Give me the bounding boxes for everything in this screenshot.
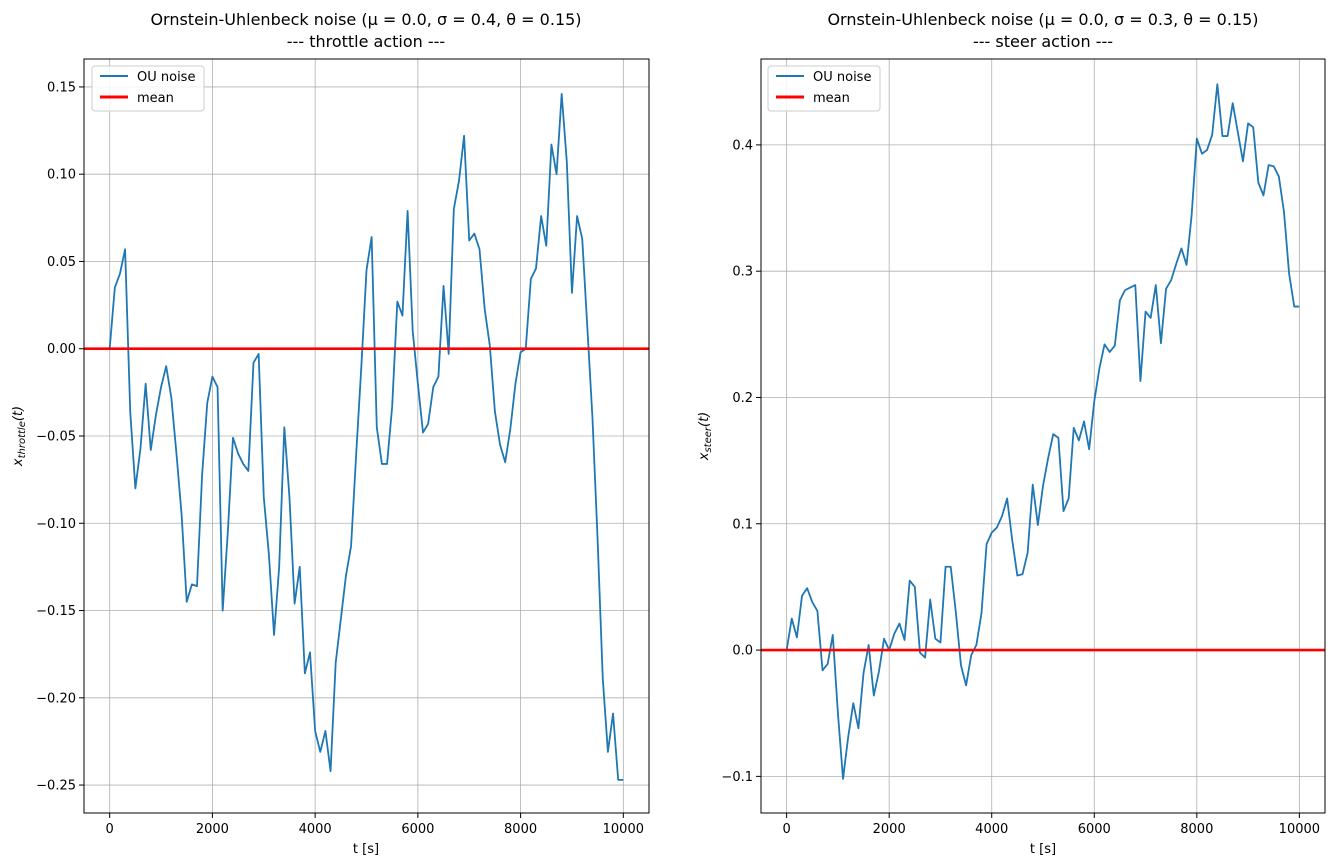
steer-x-tick-label: 10000 — [1279, 822, 1320, 837]
steer-y-label-tail: (t) — [697, 412, 712, 427]
throttle-y-label-sub: throttle — [17, 421, 28, 458]
steer-legend: OU noise mean — [767, 65, 881, 112]
throttle-x-tick-label: 6000 — [401, 822, 434, 837]
steer-x-axis-label: t [s] — [1030, 842, 1056, 857]
steer-x-tick-label: 0 — [782, 822, 790, 837]
throttle-x-tick-label: 2000 — [196, 822, 229, 837]
throttle-y-ticks: −0.25 −0.20 −0.15 −0.10 −0.05 0.00 0.05 0.10 0.1… — [36, 80, 84, 794]
steer-x-tick-label: 6000 — [1078, 822, 1111, 837]
steer-y-tick-label: 0.3 — [732, 265, 753, 280]
throttle-title-line2: --- throttle action --- — [287, 32, 445, 51]
throttle-x-tick-label: 4000 — [299, 822, 332, 837]
steer-legend-ou-label: OU noise — [813, 70, 871, 85]
throttle-legend-mean-label: mean — [137, 91, 174, 106]
throttle-y-tick-label: −0.05 — [36, 430, 76, 445]
throttle-y-tick-label: −0.10 — [36, 517, 76, 532]
steer-y-tick-label: 0.4 — [732, 138, 753, 153]
steer-y-tick-label: 0.1 — [732, 517, 753, 532]
steer-y-ticks: −0.1 0.0 0.1 0.2 0.3 0.4 — [721, 138, 761, 785]
steer-y-axis-label: xsteer(t) — [697, 412, 714, 462]
steer-y-tick-label: −0.1 — [721, 770, 753, 785]
throttle-y-tick-label: 0.00 — [47, 342, 76, 357]
throttle-y-label-tail: (t) — [11, 406, 26, 421]
throttle-legend: OU noise mean — [91, 65, 205, 112]
steer-title-line2: --- steer action --- — [973, 32, 1113, 51]
steer-x-ticks: 0 2000 4000 6000 8000 10000 — [782, 813, 1320, 837]
steer-series — [761, 83, 1325, 780]
throttle-chart: Ornstein-Uhlenbeck noise (μ = 0.0, σ = 0… — [11, 10, 650, 857]
throttle-y-tick-label: −0.15 — [36, 604, 76, 619]
throttle-series — [84, 93, 649, 781]
throttle-x-tick-label: 0 — [106, 822, 114, 837]
steer-x-tick-label: 4000 — [975, 822, 1008, 837]
steer-y-tick-label: 0.0 — [732, 644, 753, 659]
throttle-x-tick-label: 10000 — [603, 822, 644, 837]
steer-legend-mean-label: mean — [813, 91, 850, 106]
throttle-y-tick-label: 0.05 — [47, 255, 76, 270]
steer-axes-frame — [760, 58, 1326, 814]
throttle-legend-ou-label: OU noise — [137, 70, 195, 85]
throttle-x-ticks: 0 2000 4000 6000 8000 10000 — [106, 813, 644, 837]
throttle-y-label-main: x — [11, 458, 26, 467]
throttle-y-tick-label: −0.25 — [36, 779, 76, 794]
steer-y-label-main: x — [697, 452, 712, 461]
steer-y-label-sub: steer — [703, 426, 714, 452]
steer-chart: Ornstein-Uhlenbeck noise (μ = 0.0, σ = 0… — [697, 10, 1326, 857]
steer-title-line1: Ornstein-Uhlenbeck noise (μ = 0.0, σ = 0… — [827, 10, 1258, 29]
throttle-y-axis-label: xthrottle(t) — [11, 406, 28, 467]
steer-x-tick-label: 8000 — [1180, 822, 1213, 837]
throttle-y-tick-label: −0.20 — [36, 691, 76, 706]
throttle-x-tick-label: 8000 — [504, 822, 537, 837]
throttle-title-line1: Ornstein-Uhlenbeck noise (μ = 0.0, σ = 0… — [150, 10, 581, 29]
steer-legend-box — [767, 65, 881, 112]
throttle-ou-noise-line — [108, 93, 624, 781]
throttle-legend-box — [91, 65, 205, 112]
steer-x-tick-label: 2000 — [873, 822, 906, 837]
throttle-grid — [84, 59, 649, 813]
throttle-x-axis-label: t [s] — [353, 842, 379, 857]
steer-y-tick-label: 0.2 — [732, 391, 753, 406]
throttle-y-tick-label: 0.10 — [47, 168, 76, 183]
throttle-y-tick-label: 0.15 — [47, 80, 76, 95]
steer-grid — [761, 59, 1325, 813]
steer-ou-noise-line — [785, 83, 1300, 780]
